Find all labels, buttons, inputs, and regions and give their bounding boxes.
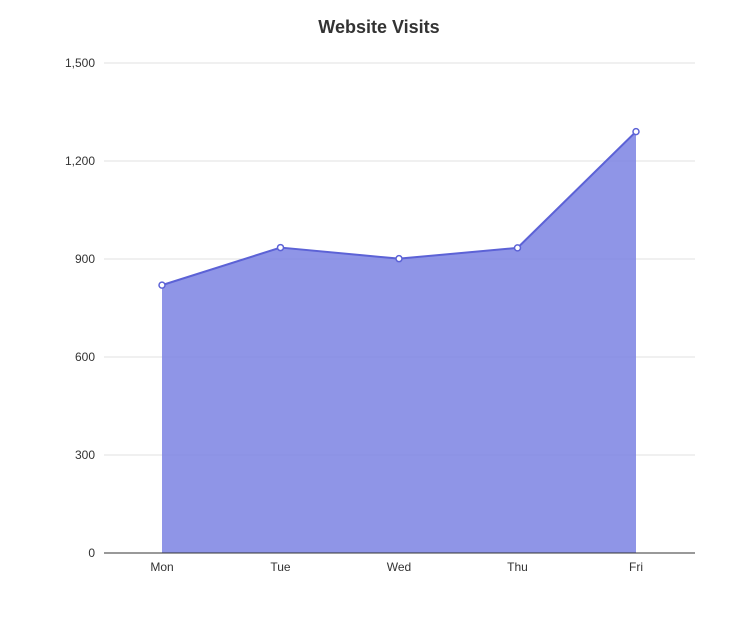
series-area [162, 131, 636, 553]
y-tick-label: 0 [88, 546, 95, 560]
chart-title: Website Visits [318, 17, 439, 37]
data-point-tue[interactable] [276, 243, 285, 252]
data-point-fri[interactable] [632, 127, 640, 136]
x-tick-label: Wed [387, 560, 411, 574]
y-tick-label: 1,500 [65, 56, 95, 70]
x-tick-label: Tue [270, 560, 291, 574]
x-axis-ticks: Mon Tue Wed Thu Fri [150, 560, 643, 574]
data-point-thu[interactable] [513, 244, 522, 252]
data-point-wed[interactable] [395, 254, 403, 263]
y-tick-label: 300 [75, 448, 95, 462]
y-axis-ticks: 0 300 600 900 1,200 1,500 [65, 56, 95, 560]
x-tick-label: Thu [507, 560, 528, 574]
x-tick-label: Mon [150, 560, 173, 574]
data-point-mon[interactable] [158, 281, 166, 289]
area-fill [162, 131, 636, 553]
y-tick-label: 900 [75, 252, 95, 266]
series-points [158, 127, 640, 289]
y-tick-label: 1,200 [65, 154, 95, 168]
x-tick-label: Fri [629, 560, 643, 574]
y-tick-label: 600 [75, 350, 95, 364]
